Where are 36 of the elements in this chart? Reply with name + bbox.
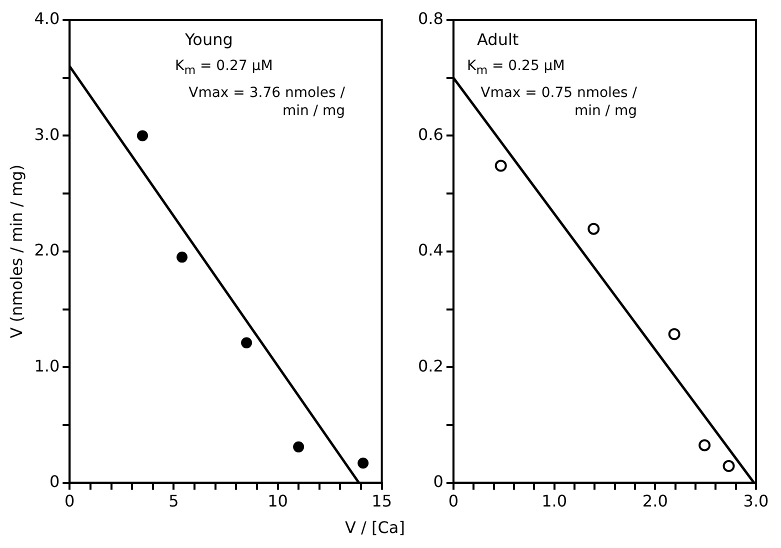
x-tick-label: 1.0: [542, 492, 568, 511]
y-tick-label: 0.4: [418, 240, 444, 260]
y-tick-label: 1.0: [34, 356, 60, 376]
annotation: K$_{m}$ = 0.27 μM: [175, 58, 273, 77]
y-tick-label: 0: [49, 472, 60, 491]
y-tick-label: 0.8: [418, 9, 444, 28]
x-axis-title: V / [Ca]: [345, 518, 405, 537]
y-tick-label: 0.6: [418, 124, 444, 144]
y-tick-label: 0: [433, 472, 444, 491]
point: [176, 252, 188, 263]
point: [358, 458, 369, 469]
x-tick-label: 0: [64, 492, 75, 511]
y-tick-label: 4.0: [34, 9, 60, 28]
y-tick-label: 2.0: [34, 240, 60, 260]
point: [722, 460, 735, 472]
annotation: Adult: [477, 30, 519, 49]
annotation: K$_{m}$ = 0.25 μM: [467, 58, 565, 77]
y-tick-label: 0.2: [418, 356, 444, 376]
x-tick-label: 15: [372, 492, 392, 511]
x-tick-label: 2.0: [642, 492, 668, 511]
y-tick-label: 3.0: [34, 124, 60, 144]
annotation: Vmax = 3.76 nmoles / min / mg: [188, 84, 345, 120]
point: [241, 337, 252, 348]
point: [293, 441, 304, 452]
point: [494, 160, 507, 172]
x-tick-label: 5: [168, 492, 179, 511]
annotation: Vmax = 0.75 nmoles / min / mg: [480, 84, 637, 120]
point: [668, 328, 680, 340]
point: [588, 222, 600, 235]
x-tick-label: 3.0: [743, 492, 769, 511]
annotation: Young: [185, 30, 233, 49]
x-tick-label: 10: [268, 492, 288, 511]
x-tick-label: 0: [448, 492, 459, 511]
y-axis-title: V (nmoles / min / mg): [6, 164, 26, 338]
point: [136, 130, 148, 142]
point: [698, 439, 711, 452]
